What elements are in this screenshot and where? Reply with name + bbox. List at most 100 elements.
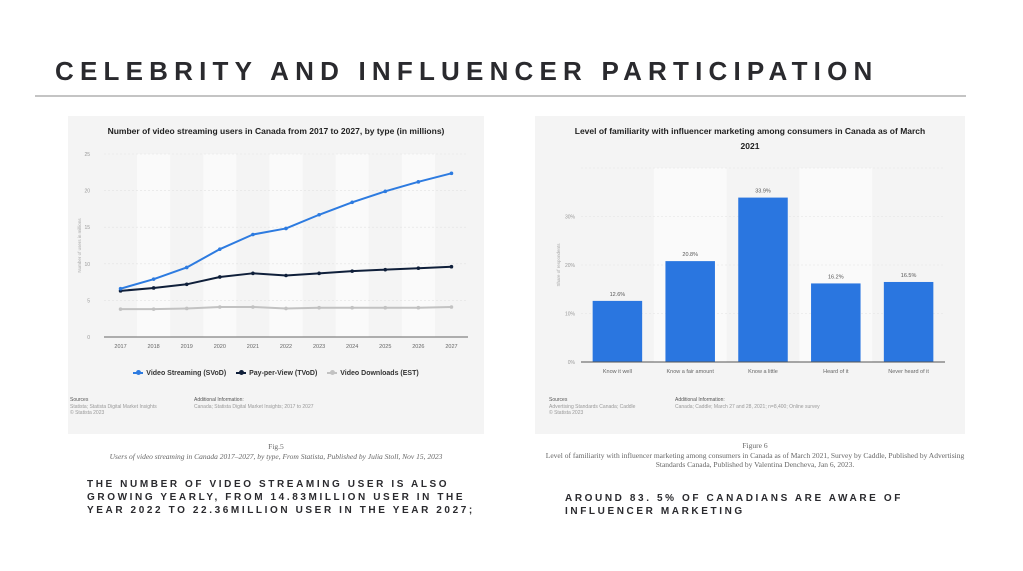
data-point-svod: [416, 180, 421, 184]
figure-5-caption: Fig.5 Users of video streaming in Canada…: [68, 442, 484, 461]
bar-value-label: 12.6%: [610, 292, 626, 298]
data-point-tvod: [151, 286, 156, 290]
line-chart-title: Number of video streaming users in Canad…: [107, 126, 445, 136]
sources-block: Sources Statista; Statista Digital Marke…: [70, 397, 157, 417]
legend-label-tvod: Pay-per-View (TVoD): [249, 370, 318, 377]
line-chart-legend: Video Streaming (SVoD) Pay-per-View (TVo…: [68, 370, 484, 377]
data-point-est: [383, 305, 388, 310]
data-point-est: [151, 307, 156, 311]
y-tick-label: 30%: [565, 215, 576, 221]
data-point-svod: [383, 189, 388, 194]
x-tick-label: 2018: [148, 344, 160, 350]
bar: [883, 281, 934, 362]
bar-value-label: 20.8%: [682, 252, 698, 258]
data-point-svod: [218, 247, 222, 251]
x-tick-label: 2023: [313, 344, 325, 350]
bar-value-label: 16.5%: [901, 273, 917, 279]
data-point-est: [284, 306, 288, 311]
bar: [665, 261, 715, 362]
sources-line: Statista; Statista Digital Market Insigh…: [70, 403, 157, 410]
y-tick-label: 5: [87, 298, 90, 304]
figure-5-text: Users of video streaming in Canada 2017–…: [109, 451, 443, 461]
sources-block: Sources Advertising Standards Canada; Ca…: [549, 397, 635, 417]
data-point-tvod: [284, 273, 288, 278]
bar-chart-panel: Level of familiarity with influencer mar…: [535, 116, 965, 434]
bar-chart-title: Level of familiarity with influencer mar…: [574, 126, 926, 151]
figure-6-label: Figure 6: [742, 441, 768, 450]
line-chart-panel: Number of video streaming users in Canad…: [68, 116, 484, 434]
x-tick-label: 2021: [247, 344, 259, 350]
x-tick-label: 2027: [445, 344, 457, 350]
column-band: [335, 154, 369, 337]
x-tick-label: Heard of it: [823, 369, 849, 375]
legend-item-tvod[interactable]: Pay-per-View (TVoD): [236, 370, 317, 377]
bar: [592, 300, 643, 362]
y-tick-label: 0%: [568, 360, 576, 366]
legend-item-svod[interactable]: Video Streaming (SVoD): [133, 370, 226, 377]
data-point-est: [449, 305, 454, 309]
data-point-tvod: [251, 271, 255, 276]
x-tick-label: Know a little: [748, 369, 778, 375]
legend-label-svod: Video Streaming (SVoD): [146, 370, 227, 377]
data-point-svod: [118, 286, 123, 291]
title-divider: [35, 95, 966, 97]
data-point-tvod: [416, 266, 421, 270]
additional-info-block: Additional Information: Canada; Caddle; …: [675, 397, 820, 410]
x-tick-label: Know it well: [603, 369, 632, 375]
legend-marker-svod: [133, 370, 144, 376]
data-point-svod: [449, 171, 454, 176]
data-point-tvod: [184, 282, 189, 287]
data-point-est: [317, 305, 321, 310]
legend-label-est: Video Downloads (EST): [340, 370, 419, 377]
sources-line: Advertising Standards Canada; Caddle: [549, 403, 636, 410]
data-point-svod: [317, 212, 321, 217]
sources-label: Sources: [549, 397, 568, 403]
column-band: [137, 154, 171, 337]
data-point-est: [251, 305, 255, 309]
right-summary-text: AROUND 83. 5% OF CANADIANS ARE AWARE OF …: [565, 493, 903, 517]
data-point-est: [184, 306, 189, 311]
x-tick-label: 2019: [181, 344, 193, 350]
data-point-est: [416, 305, 421, 310]
copyright-line: © Statista 2023: [549, 410, 584, 416]
figure-6-text: Level of familiarity with influencer mar…: [545, 450, 965, 470]
data-point-svod: [350, 200, 354, 205]
legend-marker-tvod: [236, 370, 247, 376]
additional-info-text: Canada; Statista Digital Market Insights…: [194, 403, 314, 410]
data-point-est: [218, 305, 222, 309]
y-tick-label: 20: [84, 189, 90, 195]
data-point-tvod: [218, 275, 222, 279]
y-tick-label: 0: [87, 335, 90, 341]
bar-value-label: 16.2%: [828, 274, 844, 280]
left-summary-text: THE NUMBER OF VIDEO STREAMING USER IS AL…: [87, 479, 475, 516]
figure-5-label: Fig.5: [268, 442, 284, 451]
bar-chart-svg: 0% 10% 20% 30% Share of respondents 12.6% Know…: [556, 167, 945, 375]
data-point-est: [118, 307, 123, 311]
additional-info-block: Additional Information: Canada; Statista…: [194, 397, 314, 410]
column-band: [269, 154, 303, 337]
y-axis-label: Share of respondents: [556, 243, 561, 287]
x-tick-label: 2020: [214, 344, 226, 350]
data-point-svod: [284, 226, 288, 231]
x-tick-label: 2026: [412, 344, 424, 350]
y-tick-label: 10: [84, 262, 90, 268]
column-band: [203, 154, 237, 337]
x-tick-label: 2024: [346, 344, 358, 350]
additional-info-label: Additional Information:: [194, 397, 244, 403]
x-tick-label: Never heard of it: [888, 369, 929, 375]
bar: [811, 283, 861, 362]
bar-value-label: 33.9%: [755, 189, 771, 195]
x-tick-label: 2017: [114, 344, 126, 350]
y-tick-label: 20%: [565, 263, 576, 269]
legend-item-est[interactable]: Video Downloads (EST): [327, 370, 419, 377]
figure-6-caption: Figure 6 Level of familiarity with influ…: [545, 441, 965, 470]
x-tick-label: 2025: [379, 344, 391, 350]
data-point-tvod: [350, 269, 354, 273]
x-tick-label: Know a fair amount: [667, 369, 715, 375]
data-point-svod: [184, 265, 189, 270]
y-tick-label: 10%: [565, 312, 576, 318]
y-tick-label: 25: [84, 152, 90, 158]
legend-marker-est: [327, 370, 338, 376]
data-point-svod: [251, 232, 255, 237]
